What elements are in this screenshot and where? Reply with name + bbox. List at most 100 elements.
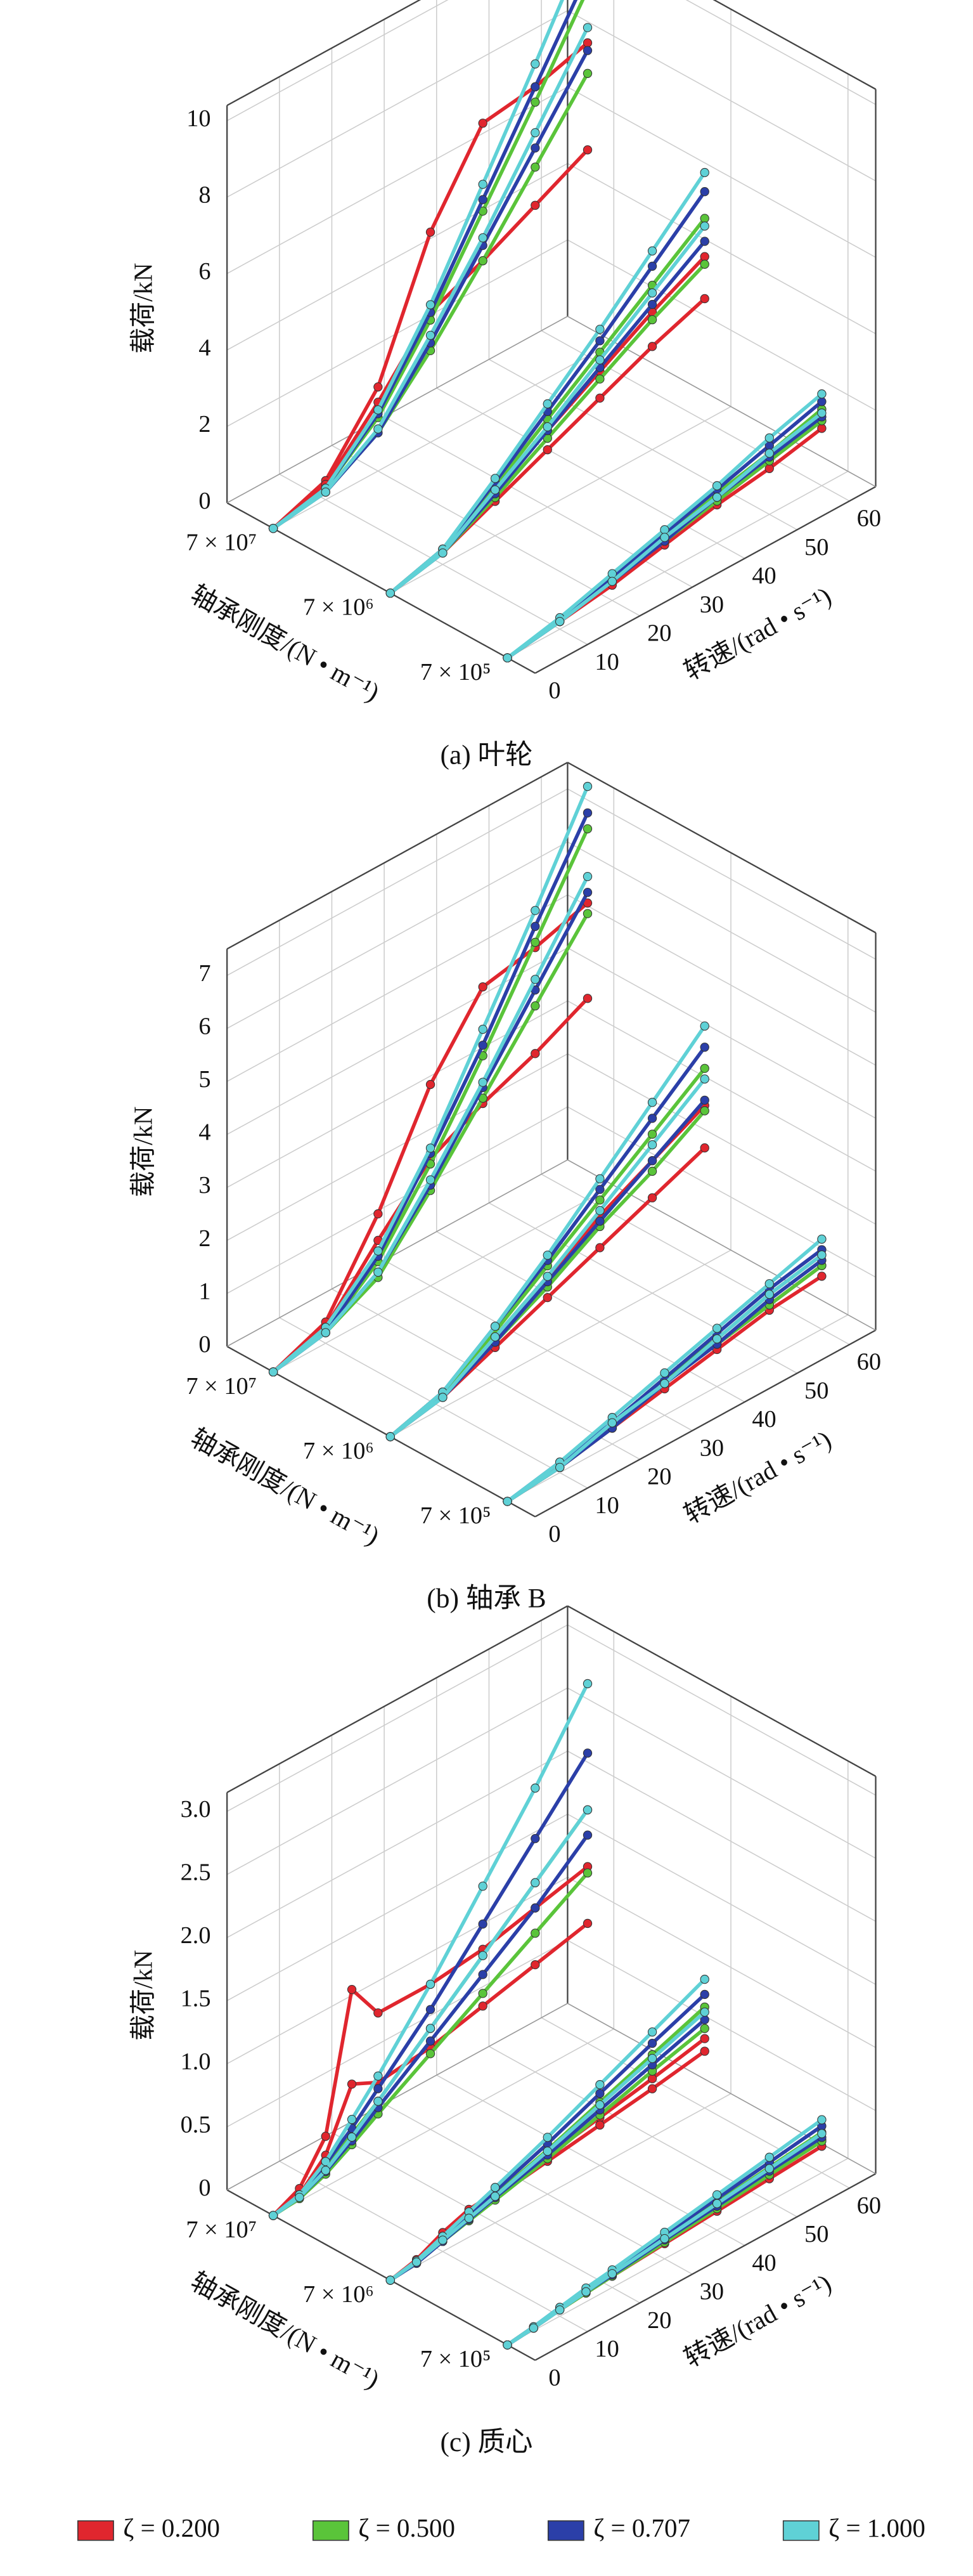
data-point — [700, 1043, 709, 1052]
series-line — [272, 27, 590, 530]
y-grid-line — [507, 1314, 849, 1502]
data-point — [647, 315, 657, 325]
data-point — [531, 1878, 540, 1887]
x-tick-label: 10 — [595, 1492, 619, 1519]
data-point — [478, 1040, 487, 1050]
data-point — [531, 921, 540, 931]
z-grid-line — [226, 1000, 876, 1188]
data-point — [607, 1418, 617, 1428]
data-point — [647, 1140, 657, 1150]
data-point — [595, 1174, 605, 1183]
x-tick-label: 30 — [700, 591, 724, 618]
x-tick-label: 10 — [595, 2336, 619, 2362]
data-point — [503, 2340, 512, 2350]
data-point — [373, 2071, 383, 2081]
x-grid-line — [332, 445, 640, 616]
legend-label: ζ = 0.500 — [358, 2514, 455, 2542]
data-point — [595, 1206, 605, 1216]
data-point — [425, 227, 435, 237]
chart-panel: 0 0.5 1.0 1.5 2.0 2.5 3.0 0 10 20 30 40 50 60 7 × 10⁷ 7… — [129, 1605, 881, 2457]
y-grid-line — [390, 2093, 731, 2281]
data-point — [478, 1077, 487, 1087]
chart-panel: 0 1 2 3 4 5 6 7 0 10 20 30 40 50 60 7 × 10⁷ 7 × 10⁶ 7 × 1… — [129, 762, 881, 1614]
x-tick-label: 60 — [857, 1349, 881, 1376]
data-point — [531, 143, 540, 153]
data-point — [817, 389, 827, 399]
data-point — [268, 1367, 278, 1377]
data-point — [660, 2234, 669, 2244]
caption: (c) 质心 — [440, 2427, 532, 2457]
data-point — [373, 382, 383, 392]
data-point — [531, 128, 540, 138]
data-point — [543, 2133, 552, 2142]
data-point — [543, 1251, 552, 1260]
z-grid-line — [226, 0, 876, 122]
data-point — [321, 2166, 330, 2175]
z-tick-label: 4 — [198, 1119, 210, 1146]
box-edge — [226, 1346, 536, 1518]
data-point — [531, 59, 540, 68]
data-point — [660, 1368, 669, 1378]
data-point — [425, 2036, 435, 2046]
data-point — [373, 1267, 383, 1277]
data-point — [531, 906, 540, 915]
x-tick-label: 50 — [804, 1377, 828, 1404]
x-tick-label: 50 — [804, 534, 828, 561]
box-edge — [226, 316, 568, 504]
data-point — [295, 2192, 304, 2202]
data-point — [385, 589, 395, 598]
z-grid-line — [226, 1939, 876, 2128]
z-tick-label: 4 — [198, 335, 210, 361]
data-point — [595, 374, 605, 384]
data-point — [531, 1903, 540, 1913]
box-edge — [226, 0, 422, 107]
data-point — [595, 1195, 605, 1205]
data-point — [700, 2046, 709, 2056]
data-point — [385, 1432, 395, 1441]
data-point — [373, 2097, 383, 2106]
x-tick-label: 40 — [752, 1406, 776, 1433]
data-point — [531, 1833, 540, 1844]
data-point — [700, 252, 709, 261]
y-tick-label: 7 × 10⁵ — [420, 2346, 491, 2372]
data-point — [660, 1379, 669, 1388]
z-grid-line — [226, 162, 876, 351]
x-tick-label: 30 — [700, 2279, 724, 2305]
data-point — [700, 259, 709, 269]
data-point — [595, 2088, 605, 2098]
z-grid-line — [226, 1053, 876, 1241]
z-grid-line — [226, 1624, 876, 1812]
z-tick-label: 0 — [198, 1331, 210, 1358]
data-point — [647, 2053, 657, 2064]
data-point — [464, 2213, 474, 2223]
data-point — [478, 2001, 487, 2011]
z-tick-label: 5 — [198, 1066, 210, 1093]
data-point — [490, 2183, 500, 2192]
data-point — [817, 1272, 827, 1281]
box-edge — [567, 762, 877, 933]
data-point — [647, 1193, 657, 1202]
data-point — [425, 300, 435, 309]
data-point — [817, 424, 827, 433]
x-tick-label: 60 — [857, 2192, 881, 2219]
data-point — [700, 1989, 709, 2000]
box-edge — [226, 2189, 536, 2361]
legend-swatch — [782, 2520, 820, 2541]
data-point — [347, 2132, 357, 2142]
data-point — [647, 1129, 657, 1139]
x-tick-label: 0 — [548, 2364, 560, 2391]
data-point — [817, 1250, 827, 1260]
data-point — [700, 1095, 709, 1105]
z-tick-label: 1.5 — [181, 1986, 211, 2012]
data-point — [595, 355, 605, 365]
box-edge — [226, 502, 536, 674]
data-point — [268, 2211, 278, 2220]
data-point — [712, 1324, 722, 1333]
data-point — [583, 1805, 593, 1815]
data-point — [321, 2157, 330, 2166]
data-point — [583, 38, 593, 48]
y-grid-line — [507, 471, 849, 659]
data-point — [700, 1143, 709, 1153]
z-axis-title: 载荷/kN — [129, 1950, 158, 2041]
data-point — [385, 2275, 395, 2285]
